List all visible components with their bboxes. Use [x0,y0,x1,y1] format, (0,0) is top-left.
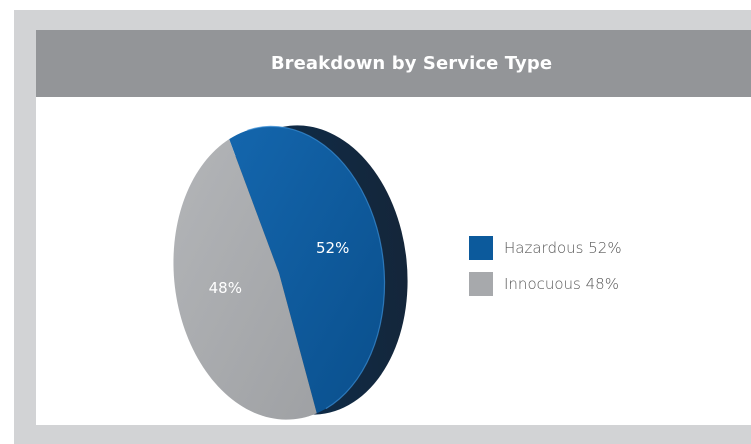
chart-title: Breakdown by Service Type [270,53,553,74]
chart-frame: Breakdown by Service Type 52% 48% [14,10,751,444]
legend-label-hazardous: Hazardous 52% [504,239,622,257]
chart-legend: Hazardous 52% Innocuous 48% [469,235,622,307]
pie-slice-hazardous [229,126,385,414]
pie-rim-highlight [247,125,386,410]
pie-slice-innocuous [173,139,317,420]
legend-swatch-hazardous [469,236,493,260]
pie-label-hazardous: 52% [316,239,349,257]
pie-labels: 52% 48% [209,239,350,297]
pie-slices [173,125,386,420]
legend-item-innocuous: Innocuous 48% [469,271,622,297]
legend-label-innocuous: Innocuous 48% [504,275,619,293]
legend-swatch-innocuous [469,272,493,296]
pie-chart: 52% 48% [173,125,408,420]
legend-item-hazardous: Hazardous 52% [469,235,622,261]
chart-panel: Breakdown by Service Type 52% 48% [36,30,751,425]
chart-header: Breakdown by Service Type [36,30,751,97]
pie-label-innocuous: 48% [209,279,242,297]
